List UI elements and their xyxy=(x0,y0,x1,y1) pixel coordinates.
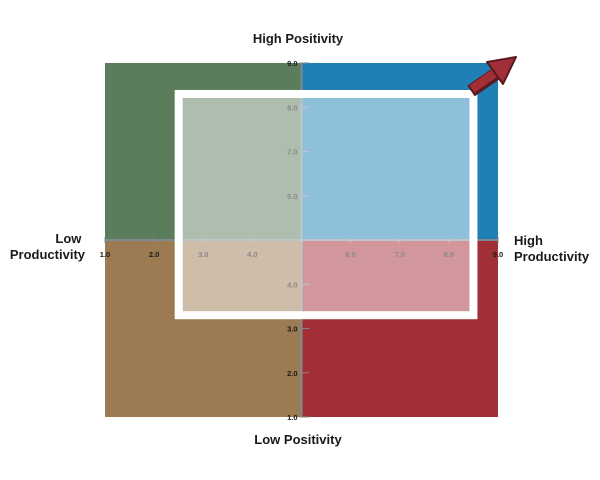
x-axis-high-label-line2: Productivity xyxy=(514,249,590,264)
x-tick-label: 4.0 xyxy=(247,250,257,259)
x-axis-low-label: Low Productivity xyxy=(10,231,86,262)
x-axis-low-label-line1: Low xyxy=(55,231,82,246)
y-tick-label: 8.0 xyxy=(287,103,297,112)
tick-labels: 1.0 2.0 3.0 4.0 6.0 7.0 8.0 9.0 1.0 2.0 3.0 4.0 6.0 7… xyxy=(100,59,503,422)
x-tick-label: 8.0 xyxy=(444,250,454,259)
x-axis-high-label-line1: High xyxy=(514,233,543,248)
x-tick-label: 7.0 xyxy=(395,250,405,259)
x-tick-label: 1.0 xyxy=(100,250,110,259)
x-axis-low-label-line2: Productivity xyxy=(10,247,86,262)
y-tick-label: 2.0 xyxy=(287,369,297,378)
y-axis-low-label: Low Positivity xyxy=(254,432,342,447)
highlight-box xyxy=(174,89,478,320)
y-tick-label: 4.0 xyxy=(287,280,297,289)
trend-arrow xyxy=(467,56,517,97)
x-tick-label: 3.0 xyxy=(198,250,208,259)
x-tick-label: 9.0 xyxy=(493,250,503,259)
x-tick-label: 6.0 xyxy=(345,250,355,259)
y-axis-high-label: High Positivity xyxy=(253,31,344,46)
y-tick-label: 1.0 xyxy=(287,413,297,422)
y-tick-label: 6.0 xyxy=(287,192,297,201)
x-axis-high-label: High Productivity xyxy=(514,233,590,264)
y-tick-label: 7.0 xyxy=(287,148,297,157)
y-tick-label: 9.0 xyxy=(287,59,297,68)
x-tick-label: 2.0 xyxy=(149,250,159,259)
y-tick-label: 3.0 xyxy=(287,325,297,334)
highlight-overlay xyxy=(174,89,478,320)
arrow-head xyxy=(486,56,517,85)
